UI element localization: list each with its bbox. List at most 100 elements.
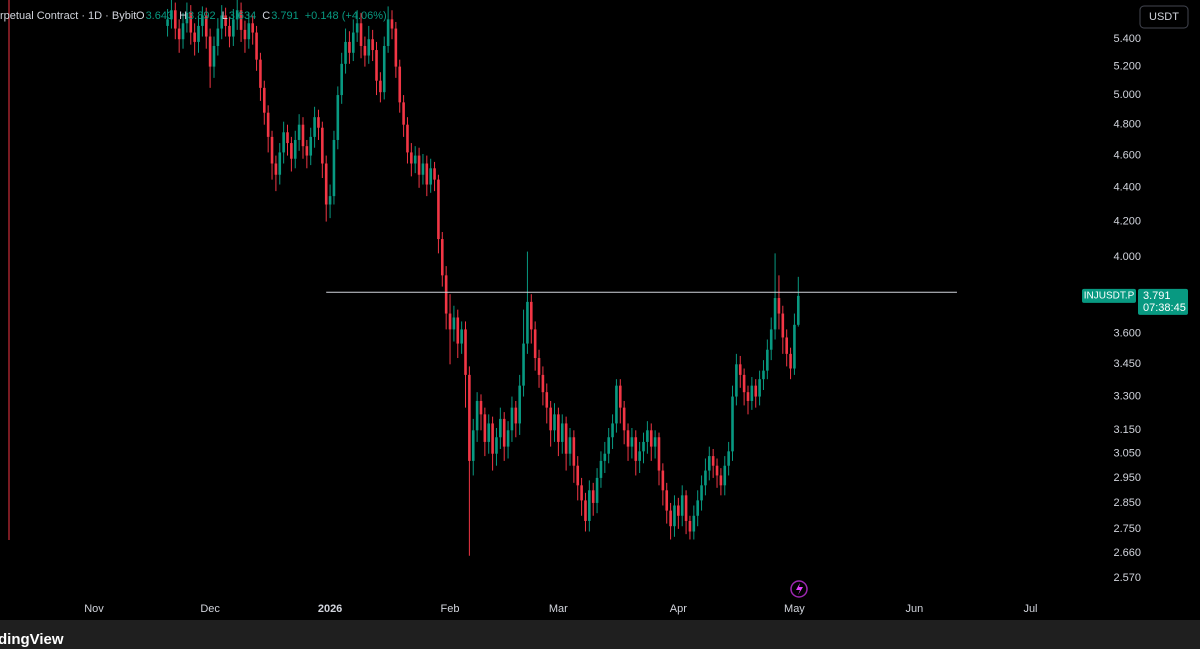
candle-body [773,298,777,330]
candle-body [185,12,189,24]
candle-body [727,451,730,466]
candle-body [394,28,398,67]
candle-body [201,15,204,26]
chart-background [0,0,1200,620]
candle-body [471,430,475,461]
x-tick-label: 2026 [318,603,342,615]
candle-body [251,23,254,33]
candle-body [564,423,568,454]
candle-body [464,329,467,375]
candle-body [514,407,518,424]
candle-body [406,124,409,153]
candle-body [677,505,680,516]
candle-body [781,313,785,338]
candle-body [189,12,193,33]
candle-body [282,132,285,153]
change: +0.148 (+4.06%) [305,10,387,22]
candle-body [235,10,239,20]
candle-body [526,301,529,344]
candle-body [758,379,761,397]
candle-body [243,29,247,40]
candle-body [715,465,719,476]
candle-body [204,15,208,37]
last-price: 3.791 [1143,290,1171,302]
ohlc-label: L [222,10,228,22]
candle-body [719,475,723,486]
candle-body [460,329,463,344]
candle-body [166,19,169,26]
y-tick-label: 4.400 [1113,182,1141,194]
candle-body [170,10,173,20]
candle-body [518,385,521,424]
candle-body [440,239,444,276]
candle-body [270,136,274,164]
candle-body [673,505,676,527]
candle-body [731,396,734,452]
candle-body [173,10,177,29]
candle-body [723,465,727,486]
candle-body [630,437,634,447]
ohlc-label: C [262,10,270,22]
candle-body [595,477,599,503]
candle-body [545,392,549,408]
candle-body [274,163,278,175]
candle-body [692,515,696,532]
countdown: 07:38:45 [1143,302,1186,314]
candle-body [533,329,537,359]
candle-body [746,392,750,401]
candle-body [680,495,684,516]
candle-body [793,324,796,369]
x-tick-label: Jun [906,603,924,615]
candle-body [483,414,487,442]
y-tick-label: 4.200 [1113,215,1141,227]
candle-body [599,460,603,478]
candle-body [351,32,355,53]
candle-body [607,437,610,454]
candle-body [700,485,703,501]
candle-body [208,36,212,67]
candle-body [293,139,297,159]
candle-body [541,374,545,393]
candle-body [332,139,336,197]
candle-body [649,430,653,447]
x-tick-label: Dec [200,603,220,615]
y-tick-label: 4.800 [1113,119,1141,131]
candle-body [382,45,386,93]
candle-body [468,374,471,461]
candle-body [669,510,672,527]
candle-body [769,329,773,350]
candle-body [375,50,378,81]
candle-body [634,437,638,461]
currency-label[interactable]: USDT [1149,11,1179,23]
candle-body [456,317,460,344]
candle-body [742,374,746,393]
candle-body [796,295,800,325]
candle-body [220,15,224,29]
candle-body [259,59,262,88]
candle-body [417,155,421,175]
candle-body [777,298,781,314]
candle-body [413,155,417,164]
candle-body [479,400,483,415]
footer-bar [0,620,1200,649]
chart-title: rpetual Contract · 1D · Bybit [0,10,136,22]
candle-body [557,414,560,442]
candle-body [553,414,556,431]
y-tick-label: 5.000 [1113,89,1141,101]
ohlc-label: O [136,10,145,22]
candle-body [642,441,645,452]
candle-body [328,196,332,205]
candle-body [379,80,382,93]
candle-body [495,437,498,454]
ohlc-value: 3.634 [229,10,257,22]
currency-button[interactable] [1139,5,1189,29]
event-icon[interactable] [790,580,808,598]
y-tick-label: 5.400 [1113,33,1141,45]
candle-body [255,32,258,60]
candle-body [766,349,769,371]
candle-body [224,15,227,26]
symbol-tag: INJUSDT.P [1084,291,1135,302]
ohlc-label: H [179,10,187,22]
